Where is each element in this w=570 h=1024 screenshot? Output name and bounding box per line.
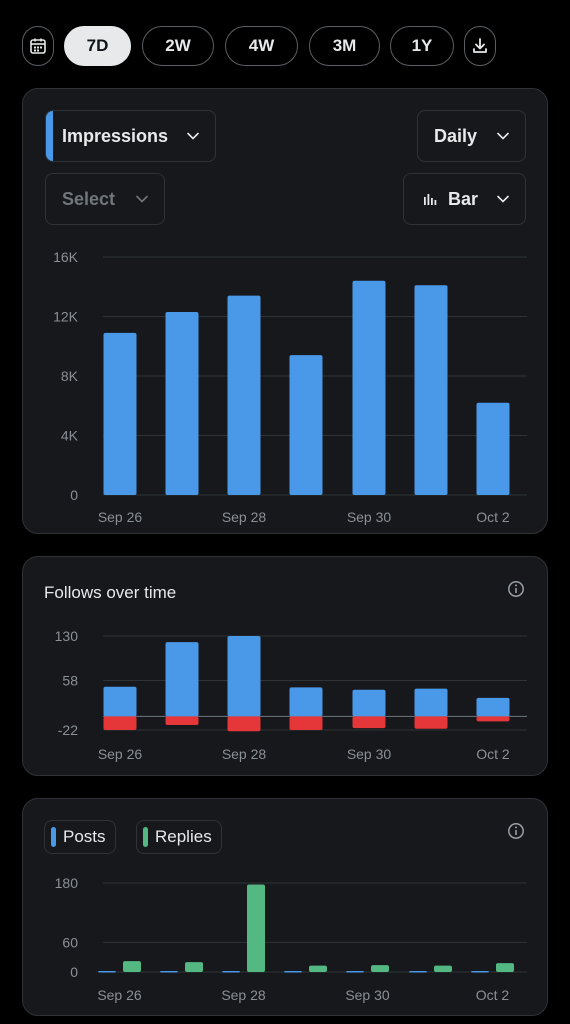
y-tick-label: 60	[62, 934, 78, 950]
chevron-down-icon	[497, 132, 509, 140]
legend-posts[interactable]: Posts	[44, 820, 116, 854]
posts-bar	[284, 971, 302, 973]
bar-chart-icon	[424, 194, 437, 205]
y-tick-label: -22	[58, 722, 78, 738]
range-selector: 7D 2W 4W 3M 1Y	[22, 26, 552, 68]
bar	[414, 716, 448, 729]
bar	[165, 642, 199, 717]
legend-label: Replies	[155, 827, 212, 846]
bar	[165, 312, 199, 495]
bar	[476, 402, 510, 495]
x-tick-label: Sep 30	[345, 987, 390, 1003]
range-4w-button[interactable]: 4W	[225, 26, 298, 66]
chevron-down-icon	[497, 195, 509, 203]
bar	[414, 285, 448, 495]
replies-bar	[247, 884, 265, 972]
bar	[103, 332, 137, 495]
x-tick-label: Sep 26	[98, 509, 143, 525]
card-title: Follows over time	[44, 583, 177, 602]
compare-dropdown[interactable]: Select	[45, 173, 165, 225]
y-tick-label: 58	[62, 673, 78, 689]
bar	[289, 716, 323, 730]
y-tick-label: 130	[55, 628, 79, 644]
legend-swatch	[143, 827, 148, 847]
download-icon	[473, 38, 487, 53]
interval-dropdown-label: Daily	[434, 125, 478, 146]
range-1y-button[interactable]: 1Y	[390, 26, 454, 66]
x-tick-label: Sep 30	[347, 509, 392, 525]
bar	[289, 687, 323, 717]
bar	[352, 280, 386, 495]
range-2w-button[interactable]: 2W	[142, 26, 214, 66]
calendar-icon	[30, 38, 46, 54]
info-icon[interactable]	[507, 822, 525, 840]
chart-type-dropdown[interactable]: Bar	[403, 173, 526, 225]
impressions-chart: 16K 12K 8K 4K 0 Sep 26 Sep 28 Sep 30 Oct 2	[53, 249, 527, 525]
interval-dropdown[interactable]: Daily	[417, 110, 526, 162]
x-tick-label: Sep 28	[222, 509, 267, 525]
legend-swatch	[51, 827, 56, 847]
bar	[352, 716, 386, 729]
metric-dropdown-label: Impressions	[62, 125, 169, 146]
x-tick-label: Sep 28	[222, 746, 267, 762]
x-tick-label: Oct 2	[476, 509, 510, 525]
bar	[227, 636, 261, 717]
posts-replies-chart: 180 60 0 Sep 26 Sep 28 Sep 30 Oct 2	[55, 875, 527, 1003]
y-tick-label: 12K	[53, 309, 79, 325]
x-tick-label: Sep 28	[221, 987, 266, 1003]
replies-bar	[434, 965, 452, 972]
x-tick-label: Sep 30	[347, 746, 392, 762]
replies-bar	[123, 961, 141, 972]
bar	[289, 355, 323, 495]
calendar-button[interactable]	[22, 26, 54, 66]
follows-chart: 130 58 -22 Sep 26 Sep 28 Sep 30 Oct 2	[55, 628, 527, 762]
replies-bar	[309, 965, 327, 972]
follows-card: Follows over time 130 58 -22 Sep 26 Sep 28 Se…	[22, 556, 548, 776]
bar	[165, 716, 199, 726]
y-tick-label: 16K	[53, 249, 79, 265]
y-tick-label: 8K	[61, 368, 79, 384]
posts-bar	[471, 971, 489, 973]
x-tick-label: Oct 2	[476, 987, 510, 1003]
metric-accent	[46, 111, 53, 161]
bar	[227, 716, 261, 732]
replies-bar	[496, 963, 514, 972]
posts-replies-card: Posts Replies 180 60 0 Sep 26 Sep 28 Sep 30 Oc…	[22, 798, 548, 1016]
posts-bar	[222, 971, 240, 973]
legend-replies[interactable]: Replies	[136, 820, 222, 854]
chevron-down-icon	[136, 195, 148, 203]
y-tick-label: 0	[70, 964, 78, 980]
y-tick-label: 180	[55, 875, 79, 891]
download-button[interactable]	[464, 26, 496, 66]
bar	[352, 689, 386, 717]
bar	[476, 716, 510, 722]
bar	[227, 295, 261, 495]
posts-bar	[409, 971, 427, 973]
compare-dropdown-label: Select	[62, 188, 116, 209]
x-tick-label: Sep 26	[97, 987, 142, 1003]
impressions-card: Impressions Daily Select Bar 16K 12K 8K 4K 0…	[22, 88, 548, 534]
y-tick-label: 0	[70, 487, 78, 503]
metric-dropdown[interactable]: Impressions	[45, 110, 216, 162]
replies-bar	[371, 965, 389, 972]
bar	[476, 697, 510, 717]
x-tick-label: Sep 26	[98, 746, 143, 762]
chevron-down-icon	[187, 132, 199, 140]
legend-label: Posts	[63, 827, 106, 846]
range-7d-button[interactable]: 7D	[64, 26, 131, 66]
posts-bar	[346, 971, 364, 973]
y-tick-label: 4K	[61, 428, 79, 444]
chart-type-dropdown-label: Bar	[448, 188, 479, 209]
replies-bar	[185, 962, 203, 972]
range-3m-button[interactable]: 3M	[309, 26, 380, 66]
posts-bar	[160, 971, 178, 973]
x-tick-label: Oct 2	[476, 746, 510, 762]
posts-bar	[98, 971, 116, 973]
bar	[103, 716, 137, 730]
bar	[414, 688, 448, 717]
bar	[103, 686, 137, 717]
info-icon[interactable]	[507, 580, 525, 598]
